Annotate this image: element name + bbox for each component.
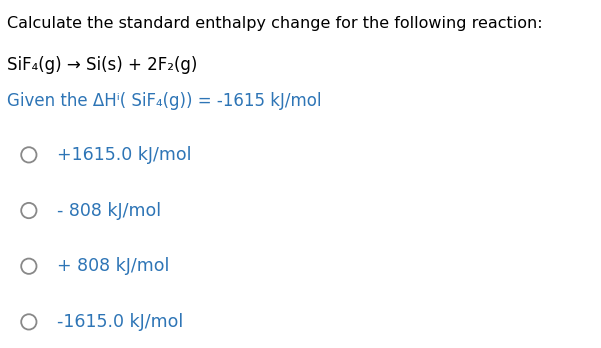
Text: Calculate the standard enthalpy change for the following reaction:: Calculate the standard enthalpy change f…	[7, 16, 543, 31]
Text: Given the ΔHⁱ( SiF₄(g)) = -1615 kJ/mol: Given the ΔHⁱ( SiF₄(g)) = -1615 kJ/mol	[7, 92, 322, 110]
Text: - 808 kJ/mol: - 808 kJ/mol	[57, 201, 161, 220]
Text: -1615.0 kJ/mol: -1615.0 kJ/mol	[57, 313, 183, 331]
Text: +1615.0 kJ/mol: +1615.0 kJ/mol	[57, 146, 192, 164]
Text: SiF₄(g) → Si(s) + 2F₂(g): SiF₄(g) → Si(s) + 2F₂(g)	[7, 56, 198, 74]
Text: + 808 kJ/mol: + 808 kJ/mol	[57, 257, 169, 275]
